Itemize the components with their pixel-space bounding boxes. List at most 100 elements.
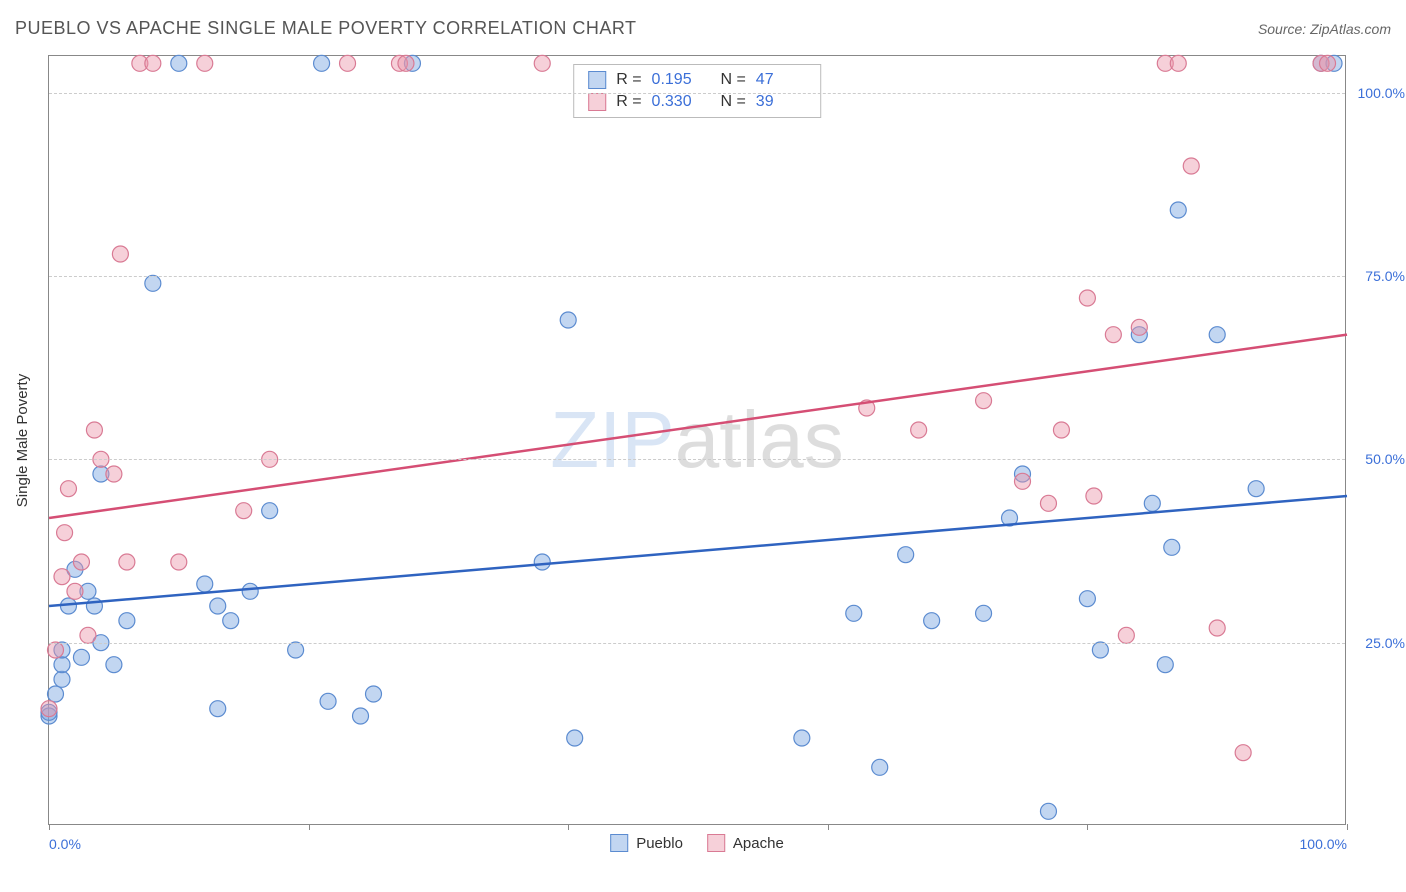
source-name: ZipAtlas.com <box>1310 21 1391 37</box>
data-point <box>1040 803 1056 819</box>
data-point <box>1118 627 1134 643</box>
data-point <box>57 525 73 541</box>
chart-header: PUEBLO VS APACHE SINGLE MALE POVERTY COR… <box>15 18 1391 39</box>
data-point <box>976 605 992 621</box>
data-point <box>366 686 382 702</box>
data-point <box>210 598 226 614</box>
data-point <box>106 657 122 673</box>
data-point <box>210 701 226 717</box>
y-axis-label-container: Single Male Poverty <box>8 55 38 825</box>
y-tick-label: 50.0% <box>1351 451 1405 467</box>
n-value: 39 <box>756 93 806 111</box>
data-point <box>924 613 940 629</box>
data-point <box>106 466 122 482</box>
legend-item: Pueblo <box>610 834 683 852</box>
gridline <box>49 93 1345 94</box>
data-point <box>1105 327 1121 343</box>
data-point <box>846 605 862 621</box>
x-tick-mark <box>309 824 310 830</box>
chart-container: PUEBLO VS APACHE SINGLE MALE POVERTY COR… <box>0 0 1406 892</box>
data-point <box>911 422 927 438</box>
source-attribution: Source: ZipAtlas.com <box>1258 21 1391 37</box>
data-point <box>236 503 252 519</box>
x-tick-label: 0.0% <box>49 836 81 852</box>
series-swatch <box>588 93 606 111</box>
x-tick-mark <box>828 824 829 830</box>
data-point <box>1040 495 1056 511</box>
gridline <box>49 643 1345 644</box>
y-tick-label: 100.0% <box>1351 85 1405 101</box>
x-tick-label: 100.0% <box>1300 836 1347 852</box>
y-axis-label: Single Male Poverty <box>15 373 32 506</box>
data-point <box>1164 539 1180 555</box>
stats-row: R = 0.195 N = 47 <box>588 69 806 91</box>
legend-swatch <box>610 834 628 852</box>
stats-row: R = 0.330 N = 39 <box>588 91 806 113</box>
legend-label: Pueblo <box>636 835 683 852</box>
series-legend: Pueblo Apache <box>610 834 784 852</box>
data-point <box>80 627 96 643</box>
correlation-stats-box: R = 0.195 N = 47R = 0.330 N = 39 <box>573 64 821 118</box>
data-point <box>112 246 128 262</box>
data-point <box>67 583 83 599</box>
data-point <box>1170 55 1186 71</box>
data-point <box>242 583 258 599</box>
data-point <box>54 671 70 687</box>
data-point <box>898 547 914 563</box>
data-point <box>86 598 102 614</box>
data-point <box>47 642 63 658</box>
x-tick-mark <box>49 824 50 830</box>
data-point <box>197 576 213 592</box>
chart-title: PUEBLO VS APACHE SINGLE MALE POVERTY COR… <box>15 18 637 39</box>
data-point <box>1320 55 1336 71</box>
data-point <box>288 642 304 658</box>
data-point <box>976 393 992 409</box>
data-point <box>1209 327 1225 343</box>
data-point <box>73 554 89 570</box>
r-label: R = <box>616 93 641 111</box>
data-point <box>60 481 76 497</box>
data-point <box>1015 473 1031 489</box>
r-value: 0.330 <box>652 93 702 111</box>
data-point <box>41 701 57 717</box>
gridline <box>49 459 1345 460</box>
data-point <box>1183 158 1199 174</box>
y-tick-label: 25.0% <box>1351 635 1405 651</box>
data-point <box>197 55 213 71</box>
gridline <box>49 276 1345 277</box>
data-point <box>1170 202 1186 218</box>
data-point <box>320 693 336 709</box>
data-point <box>1131 319 1147 335</box>
data-point <box>171 55 187 71</box>
data-point <box>54 569 70 585</box>
data-point <box>872 759 888 775</box>
data-point <box>1086 488 1102 504</box>
data-point <box>1079 290 1095 306</box>
data-point <box>794 730 810 746</box>
data-point <box>314 55 330 71</box>
legend-item: Apache <box>707 834 784 852</box>
data-point <box>54 657 70 673</box>
data-point <box>119 613 135 629</box>
n-value: 47 <box>756 71 806 89</box>
data-point <box>145 55 161 71</box>
data-point <box>534 55 550 71</box>
data-point <box>1092 642 1108 658</box>
trend-line <box>49 335 1347 518</box>
legend-swatch <box>707 834 725 852</box>
data-point <box>223 613 239 629</box>
r-value: 0.195 <box>652 71 702 89</box>
data-point <box>1235 745 1251 761</box>
data-point <box>171 554 187 570</box>
data-point <box>86 422 102 438</box>
data-point <box>1079 591 1095 607</box>
data-point <box>340 55 356 71</box>
data-point <box>73 649 89 665</box>
data-point <box>262 503 278 519</box>
n-label: N = <box>712 71 746 89</box>
data-point <box>1157 657 1173 673</box>
series-swatch <box>588 71 606 89</box>
data-point <box>1209 620 1225 636</box>
data-point <box>567 730 583 746</box>
data-point <box>145 275 161 291</box>
